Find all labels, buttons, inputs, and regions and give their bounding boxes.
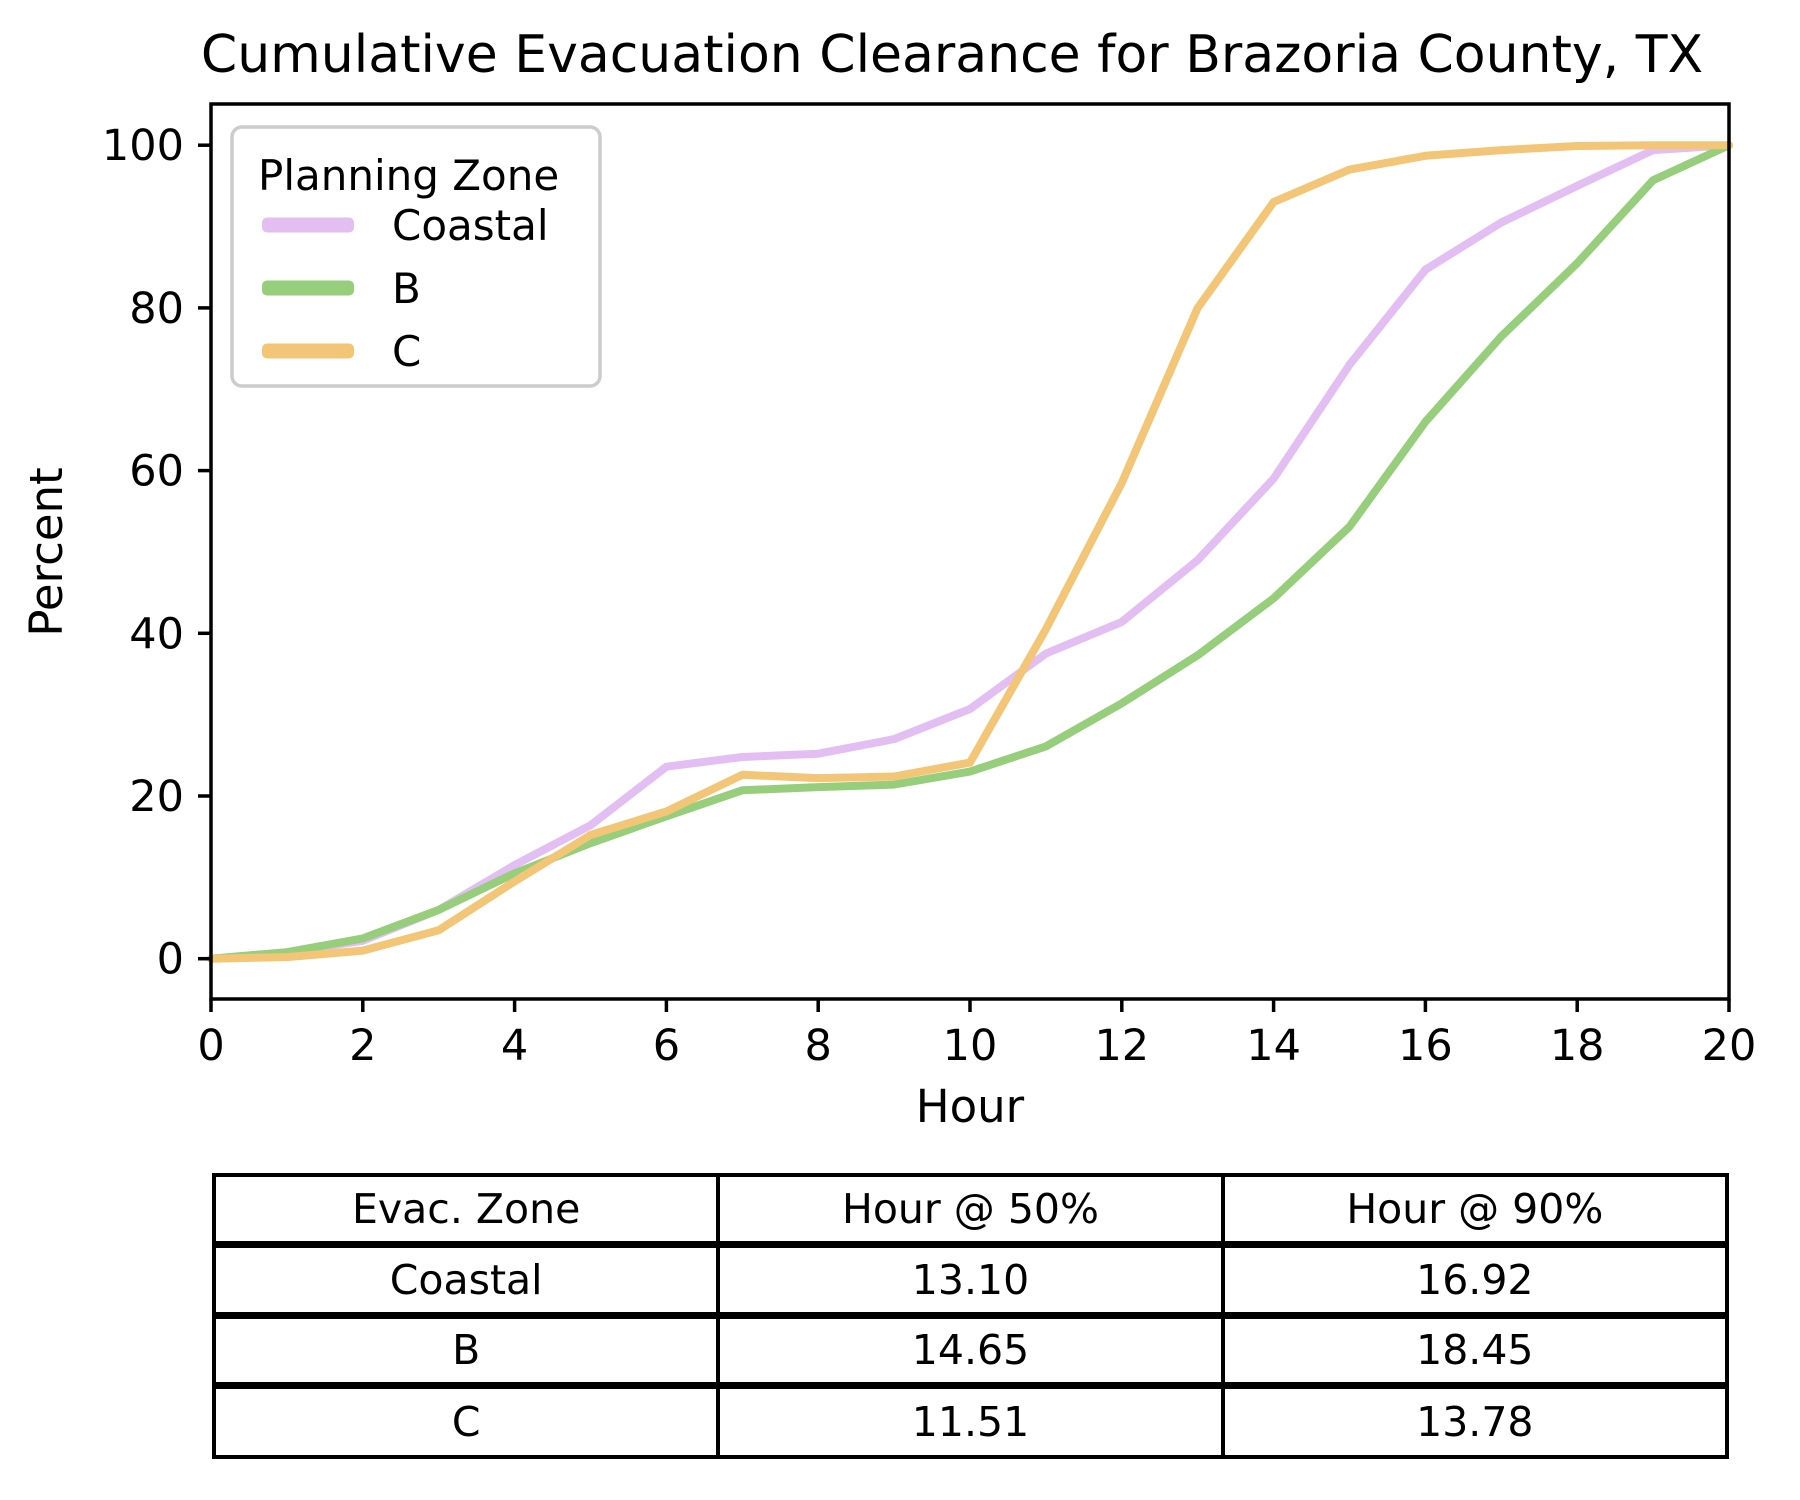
legend: Planning Zone Coastal BC	[230, 125, 602, 388]
axis-ticks-group: 0 2 4 6 8 10 12 14 16 18 20 0 20 40 60 80 100	[102, 121, 1756, 1071]
x-tick-label: 6	[653, 1021, 680, 1071]
table-header-hour50: Hour @ 50%	[716, 1175, 1225, 1244]
legend-label-c: C	[392, 327, 421, 376]
cell-hour50: 13.10	[716, 1244, 1225, 1315]
x-tick-label: 14	[1246, 1021, 1301, 1071]
summary-table: Evac. Zone Hour @ 50% Hour @ 90% Coastal…	[211, 1173, 1730, 1457]
y-tick-label: 0	[157, 935, 184, 985]
legend-title: Planning Zone	[258, 151, 559, 200]
line-series-group	[207, 141, 1733, 963]
legend-label-b: B	[392, 264, 421, 313]
legend-swatch-coastal	[262, 217, 354, 233]
cell-hour50: 14.65	[716, 1315, 1225, 1385]
chart-title: Cumulative Evacuation Clearance for Braz…	[201, 25, 1703, 85]
y-tick-label: 40	[129, 609, 184, 659]
x-axis-label: Hour	[916, 1080, 1025, 1133]
y-tick-label: 100	[102, 121, 184, 171]
table-row: B 14.65 18.45	[211, 1315, 1730, 1385]
table-row: Coastal 13.10 16.92	[211, 1244, 1730, 1315]
cell-zone: C	[211, 1385, 721, 1457]
x-tick-label: 10	[943, 1021, 998, 1071]
x-tick-label: 20	[1702, 1021, 1757, 1071]
legend-swatch-c	[262, 343, 354, 359]
y-axis-label: Percent	[20, 467, 73, 636]
cell-hour50: 11.51	[716, 1385, 1225, 1457]
legend-swatch-b	[262, 280, 354, 296]
x-tick-label: 16	[1398, 1021, 1453, 1071]
y-tick-label: 80	[129, 284, 184, 334]
y-tick-label: 20	[129, 772, 184, 822]
x-tick-label: 2	[349, 1021, 376, 1071]
y-tick-label: 60	[129, 447, 184, 497]
cell-hour90: 13.78	[1220, 1385, 1730, 1457]
table-header-row: Evac. Zone Hour @ 50% Hour @ 90%	[211, 1175, 1730, 1244]
x-tick-label: 8	[805, 1021, 832, 1071]
legend-items: Coastal BC	[262, 201, 549, 376]
cell-hour90: 18.45	[1220, 1315, 1730, 1385]
x-tick-label: 18	[1550, 1021, 1605, 1071]
legend-label-coastal: Coastal	[392, 201, 549, 250]
line-c	[207, 141, 1733, 963]
x-tick-label: 4	[501, 1021, 528, 1071]
table-header-zone: Evac. Zone	[211, 1175, 721, 1244]
cell-zone: B	[211, 1315, 721, 1385]
cell-hour90: 16.92	[1220, 1244, 1730, 1315]
cell-zone: Coastal	[211, 1244, 721, 1315]
x-tick-label: 12	[1094, 1021, 1149, 1071]
legend-box	[230, 125, 602, 388]
line-b	[207, 141, 1733, 963]
x-tick-label: 0	[197, 1021, 224, 1071]
table-row: C 11.51 13.78	[211, 1385, 1730, 1457]
table-header-hour90: Hour @ 90%	[1220, 1175, 1730, 1244]
